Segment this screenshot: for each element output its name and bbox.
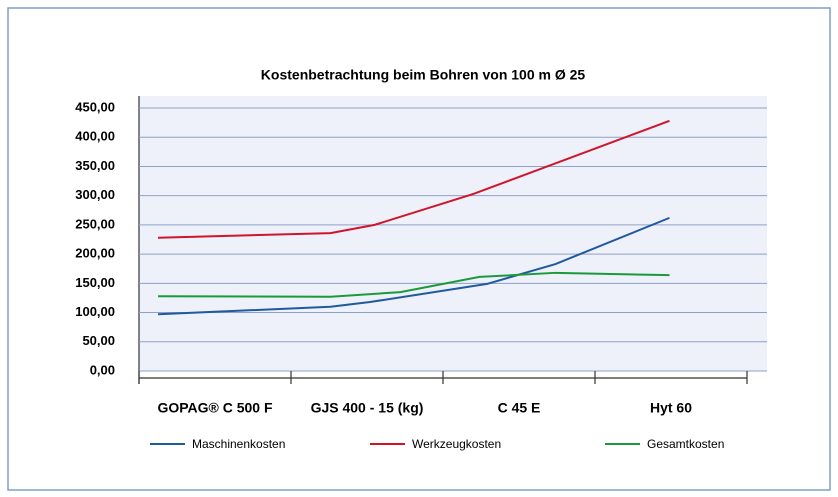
y-tick-label: 300,00 <box>75 187 115 202</box>
x-tick-label: GOPAG® C 500 F <box>157 400 273 416</box>
y-tick-label: 0,00 <box>90 362 115 377</box>
y-tick-label: 250,00 <box>75 216 115 231</box>
x-tick-label: GJS 400 - 15 (kg) <box>311 400 424 416</box>
y-tick-label: 350,00 <box>75 158 115 173</box>
y-tick-label: 200,00 <box>75 246 115 261</box>
legend-label: Werkzeugkosten <box>412 437 501 451</box>
chart-title: Kostenbetrachtung beim Bohren von 100 m … <box>261 67 586 83</box>
legend-label: Maschinenkosten <box>192 437 285 451</box>
y-tick-label: 150,00 <box>75 275 115 290</box>
x-tick-label: Hyt 60 <box>650 400 692 416</box>
y-tick-label: 50,00 <box>82 333 115 348</box>
y-tick-label: 100,00 <box>75 304 115 319</box>
legend-label: Gesamtkosten <box>647 437 724 451</box>
plot-area <box>139 96 767 371</box>
series-line <box>157 216 670 316</box>
y-tick-label: 450,00 <box>75 99 115 114</box>
y-tick-label: 400,00 <box>75 129 115 144</box>
x-tick-label: C 45 E <box>498 400 541 416</box>
series-line <box>157 271 670 298</box>
series-line <box>157 119 670 239</box>
